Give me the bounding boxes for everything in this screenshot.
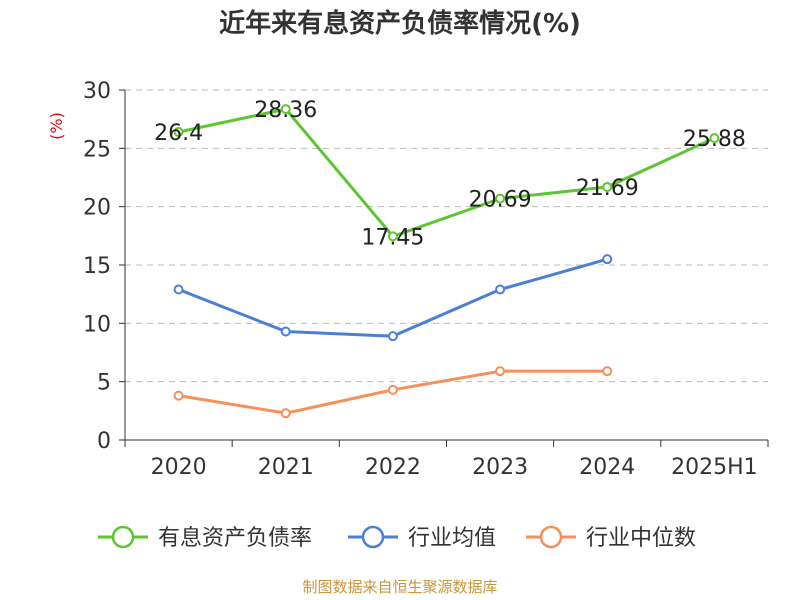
- legend-swatch-marker: [539, 525, 563, 549]
- legend-swatch-marker: [361, 525, 385, 549]
- data-point: [495, 193, 506, 204]
- data-point: [280, 326, 291, 337]
- data-point: [280, 408, 291, 419]
- legend-label: 行业均值: [408, 526, 496, 551]
- legend-item: 有息资产负债率: [98, 525, 312, 551]
- x-tick-label: 2022: [365, 455, 421, 480]
- x-tick-label: 2020: [151, 455, 207, 480]
- data-point: [173, 284, 184, 295]
- source-note: 制图数据来自恒生聚源数据库: [302, 578, 497, 596]
- x-tick-label: 2025H1: [671, 455, 758, 480]
- series-line: [178, 107, 716, 238]
- legend-item: 行业中位数: [526, 525, 696, 551]
- x-tick-label: 2021: [258, 455, 314, 480]
- y-axis-unit: (%): [47, 112, 66, 140]
- data-point: [173, 390, 184, 401]
- data-point: [602, 366, 613, 377]
- data-label: 26.4: [154, 121, 203, 146]
- y-tick-label: 30: [83, 79, 111, 104]
- data-point: [602, 254, 613, 265]
- chart-title: 近年来有息资产负债率情况(%): [219, 8, 581, 39]
- y-tick-label: 5: [97, 371, 111, 396]
- data-point: [387, 384, 398, 395]
- data-label: 17.45: [361, 225, 424, 250]
- data-label: 20.69: [469, 188, 532, 213]
- data-point: [709, 133, 720, 144]
- data-point: [173, 127, 184, 137]
- y-tick-label: 20: [83, 196, 111, 221]
- legend-label: 行业中位数: [586, 526, 696, 551]
- data-label: 21.69: [576, 176, 639, 201]
- y-tick-label: 15: [83, 254, 111, 279]
- data-point: [495, 284, 506, 295]
- data-point: [280, 104, 291, 115]
- legend-swatch-marker: [111, 525, 135, 549]
- legend-item: 行业均值: [348, 525, 496, 551]
- series-line: [178, 257, 608, 338]
- y-tick-label: 10: [83, 312, 111, 337]
- data-point: [387, 331, 398, 342]
- data-label: 28.36: [254, 98, 317, 123]
- x-tick-label: 2024: [579, 455, 635, 480]
- data-label: 25.88: [683, 127, 746, 152]
- x-tick-label: 2023: [472, 455, 528, 480]
- data-point: [602, 181, 613, 192]
- data-point: [387, 231, 398, 242]
- data-point: [495, 366, 506, 377]
- y-tick-label: 0: [97, 429, 111, 454]
- y-tick-label: 25: [83, 137, 111, 162]
- legend-label: 有息资产负债率: [158, 526, 312, 551]
